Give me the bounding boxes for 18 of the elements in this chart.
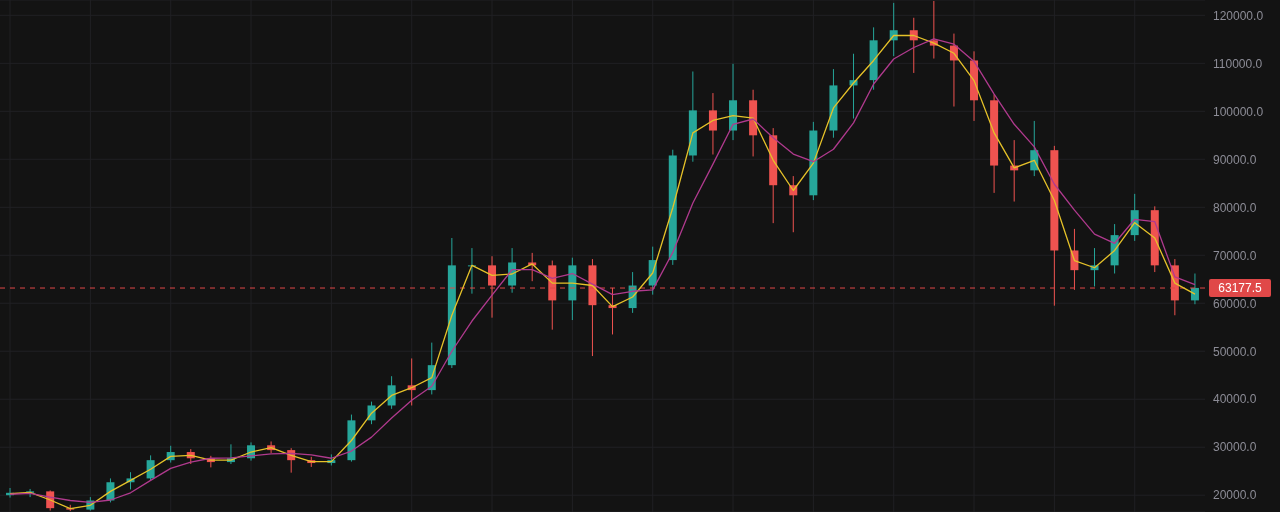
candlestick — [708, 92, 717, 156]
y-tick-label: 60000.0 — [1213, 296, 1257, 311]
ref-line-label: 63177.5 — [1218, 281, 1263, 296]
y-tick-label: 120000.0 — [1213, 8, 1264, 23]
candlestick — [146, 454, 155, 482]
y-tick-label: 50000.0 — [1213, 344, 1257, 359]
candlestick — [387, 375, 396, 410]
candlestick — [488, 255, 497, 319]
y-tick-label: 40000.0 — [1213, 392, 1257, 407]
y-tick-label: 30000.0 — [1213, 440, 1257, 455]
y-tick-label: 100000.0 — [1213, 104, 1264, 119]
y-tick-label: 80000.0 — [1213, 200, 1257, 215]
candlestick — [1070, 228, 1079, 291]
y-tick-label: 20000.0 — [1213, 488, 1257, 503]
candlestick — [508, 247, 517, 294]
y-tick-label: 90000.0 — [1213, 152, 1257, 167]
y-tick-label: 110000.0 — [1213, 56, 1263, 71]
y-tick-label: 70000.0 — [1213, 248, 1257, 263]
